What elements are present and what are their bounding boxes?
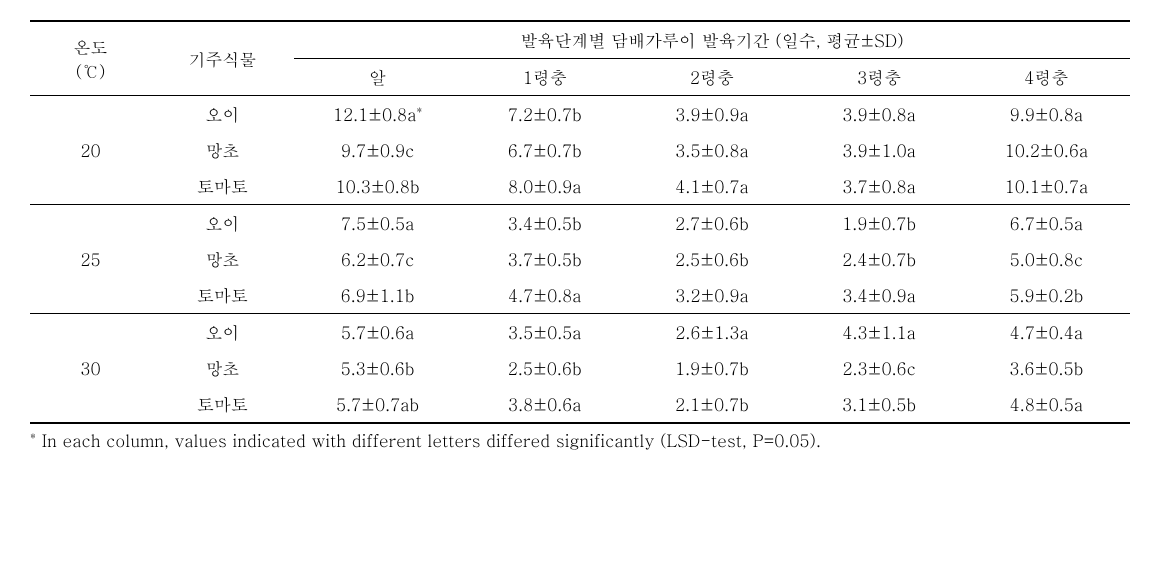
header-stage-4: 4령충 bbox=[963, 59, 1130, 96]
data-cell: 3.5±0.5a bbox=[461, 314, 628, 351]
data-cell: 6.7±0.7b bbox=[461, 132, 628, 168]
data-cell: 3.9±0.9a bbox=[628, 96, 795, 133]
header-temp-line1: 온도 bbox=[74, 35, 108, 59]
host-cell: 토마토 bbox=[151, 168, 294, 205]
data-cell: 2.4±0.7b bbox=[796, 241, 963, 277]
header-temp-line2: (℃) bbox=[76, 59, 106, 83]
data-table: 온도 (℃) 기주식물 발육단계별 담배가루이 발육기간 (일수, 평균±SD)… bbox=[30, 20, 1130, 424]
table-header: 온도 (℃) 기주식물 발육단계별 담배가루이 발육기간 (일수, 평균±SD)… bbox=[30, 21, 1130, 96]
data-cell: 10.3±0.8b bbox=[294, 168, 461, 205]
data-cell: 3.5±0.8a bbox=[628, 132, 795, 168]
header-stage-1: 1령충 bbox=[461, 59, 628, 96]
data-cell: 2.7±0.6b bbox=[628, 205, 795, 242]
host-cell: 망초 bbox=[151, 350, 294, 386]
data-cell: 6.7±0.5a bbox=[963, 205, 1130, 242]
data-cell: 4.7±0.4a bbox=[963, 314, 1130, 351]
data-cell: 3.9±1.0a bbox=[796, 132, 963, 168]
data-cell: 3.1±0.5b bbox=[796, 386, 963, 423]
data-cell: 6.2±0.7c bbox=[294, 241, 461, 277]
host-cell: 오이 bbox=[151, 96, 294, 133]
data-cell: 1.9±0.7b bbox=[628, 350, 795, 386]
data-cell: 5.3±0.6b bbox=[294, 350, 461, 386]
host-cell: 망초 bbox=[151, 132, 294, 168]
host-cell: 오이 bbox=[151, 314, 294, 351]
data-cell: 2.6±1.3a bbox=[628, 314, 795, 351]
host-cell: 오이 bbox=[151, 205, 294, 242]
data-cell: 5.0±0.8c bbox=[963, 241, 1130, 277]
host-cell: 토마토 bbox=[151, 277, 294, 314]
footnote-marker: * bbox=[30, 428, 36, 444]
header-stage-2: 2령충 bbox=[628, 59, 795, 96]
data-cell: 5.7±0.6a bbox=[294, 314, 461, 351]
temp-cell: 20 bbox=[30, 96, 151, 205]
data-cell: 9.7±0.9c bbox=[294, 132, 461, 168]
data-cell: 7.5±0.5a bbox=[294, 205, 461, 242]
header-stage-0: 알 bbox=[294, 59, 461, 96]
table-row: 망초9.7±0.9c6.7±0.7b3.5±0.8a3.9±1.0a10.2±0… bbox=[30, 132, 1130, 168]
data-cell: 3.2±0.9a bbox=[628, 277, 795, 314]
table-row: 토마토6.9±1.1b4.7±0.8a3.2±0.9a3.4±0.9a5.9±0… bbox=[30, 277, 1130, 314]
table-row: 망초5.3±0.6b2.5±0.6b1.9±0.7b2.3±0.6c3.6±0.… bbox=[30, 350, 1130, 386]
data-cell: 5.9±0.2b bbox=[963, 277, 1130, 314]
data-cell: 4.3±1.1a bbox=[796, 314, 963, 351]
table-row: 토마토10.3±0.8b8.0±0.9a4.1±0.7a3.7±0.8a10.1… bbox=[30, 168, 1130, 205]
data-cell: 2.5±0.6b bbox=[461, 350, 628, 386]
data-cell: 3.4±0.9a bbox=[796, 277, 963, 314]
header-stage-3: 3령충 bbox=[796, 59, 963, 96]
data-cell: 2.5±0.6b bbox=[628, 241, 795, 277]
host-cell: 망초 bbox=[151, 241, 294, 277]
data-cell: 1.9±0.7b bbox=[796, 205, 963, 242]
data-cell: 4.7±0.8a bbox=[461, 277, 628, 314]
header-temp: 온도 (℃) bbox=[30, 21, 151, 96]
table-row: 20오이12.1±0.8a*7.2±0.7b3.9±0.9a3.9±0.8a9.… bbox=[30, 96, 1130, 133]
data-cell: 3.6±0.5b bbox=[963, 350, 1130, 386]
data-cell: 8.0±0.9a bbox=[461, 168, 628, 205]
data-cell: 3.4±0.5b bbox=[461, 205, 628, 242]
host-cell: 토마토 bbox=[151, 386, 294, 423]
temp-cell: 30 bbox=[30, 314, 151, 424]
data-cell: 6.9±1.1b bbox=[294, 277, 461, 314]
data-cell: 4.1±0.7a bbox=[628, 168, 795, 205]
table-row: 망초6.2±0.7c3.7±0.5b2.5±0.6b2.4±0.7b5.0±0.… bbox=[30, 241, 1130, 277]
header-host: 기주식물 bbox=[151, 21, 294, 96]
table-body: 20오이12.1±0.8a*7.2±0.7b3.9±0.9a3.9±0.8a9.… bbox=[30, 96, 1130, 424]
data-cell: 2.3±0.6c bbox=[796, 350, 963, 386]
data-cell: 3.9±0.8a bbox=[796, 96, 963, 133]
data-cell: 10.2±0.6a bbox=[963, 132, 1130, 168]
table-row: 토마토5.7±0.7ab3.8±0.6a2.1±0.7b3.1±0.5b4.8±… bbox=[30, 386, 1130, 423]
data-cell: 3.7±0.8a bbox=[796, 168, 963, 205]
data-cell: 9.9±0.8a bbox=[963, 96, 1130, 133]
data-cell: 3.7±0.5b bbox=[461, 241, 628, 277]
table-row: 30오이5.7±0.6a3.5±0.5a2.6±1.3a4.3±1.1a4.7±… bbox=[30, 314, 1130, 351]
data-cell: 12.1±0.8a* bbox=[294, 96, 461, 133]
footnote: * In each column, values indicated with … bbox=[30, 428, 1130, 454]
footnote-text: In each column, values indicated with di… bbox=[42, 428, 821, 452]
data-cell: 2.1±0.7b bbox=[628, 386, 795, 423]
data-cell: 3.8±0.6a bbox=[461, 386, 628, 423]
table-row: 25오이7.5±0.5a3.4±0.5b2.7±0.6b1.9±0.7b6.7±… bbox=[30, 205, 1130, 242]
data-cell: 5.7±0.7ab bbox=[294, 386, 461, 423]
temp-cell: 25 bbox=[30, 205, 151, 314]
data-cell: 4.8±0.5a bbox=[963, 386, 1130, 423]
data-cell: 7.2±0.7b bbox=[461, 96, 628, 133]
data-cell: 10.1±0.7a bbox=[963, 168, 1130, 205]
header-spanner: 발육단계별 담배가루이 발육기간 (일수, 평균±SD) bbox=[294, 21, 1130, 59]
